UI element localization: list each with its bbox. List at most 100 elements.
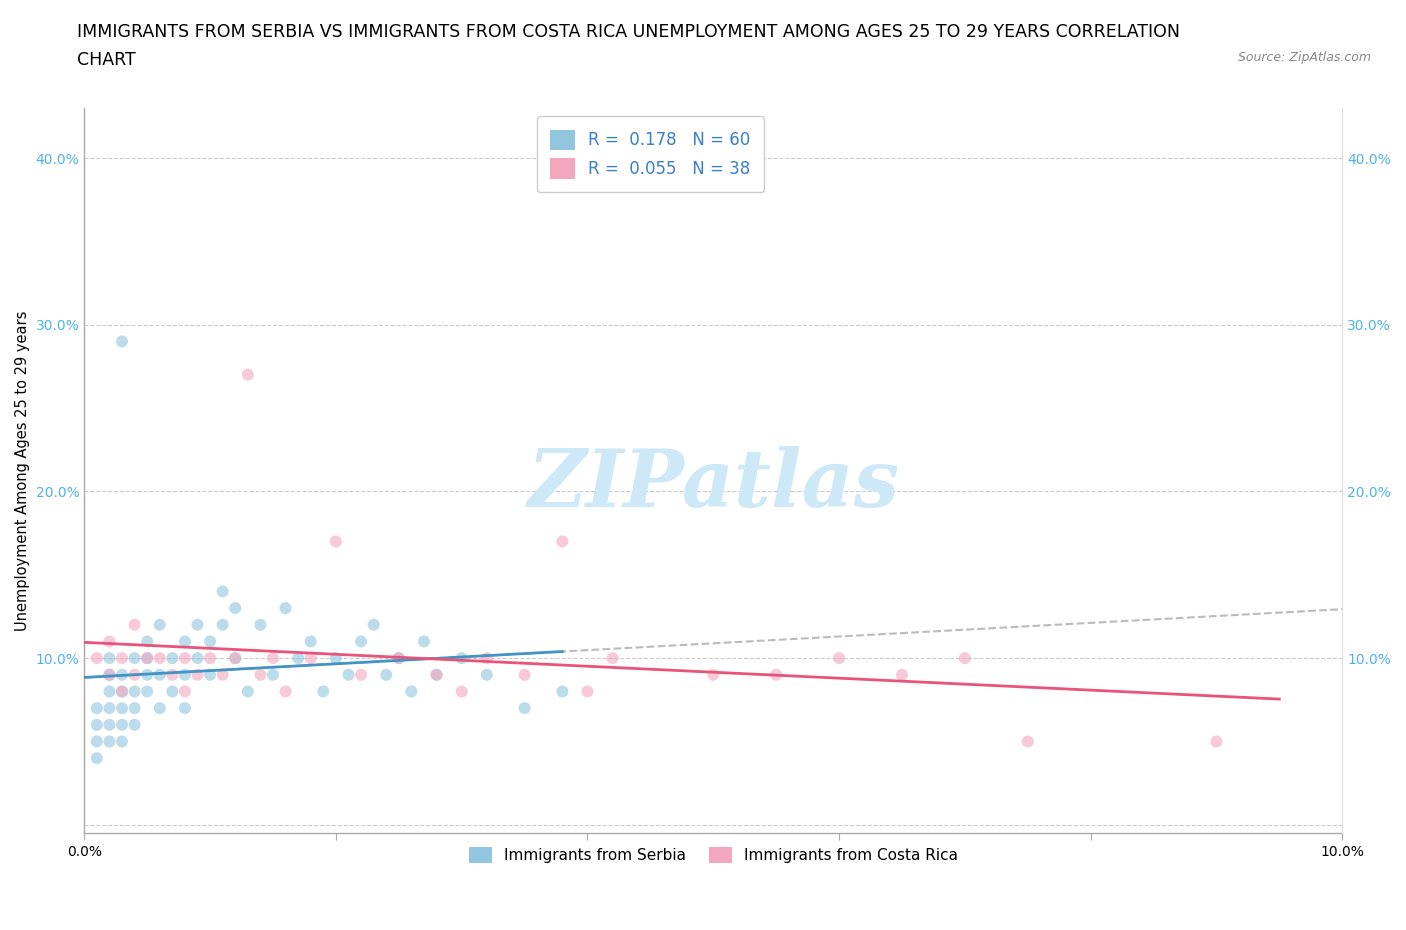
Point: [198, 668, 221, 683]
Point: [136, 634, 159, 649]
Point: [413, 634, 436, 649]
Point: [149, 700, 172, 715]
Point: [576, 684, 599, 699]
Point: [86, 700, 108, 715]
Legend: Immigrants from Serbia, Immigrants from Costa Rica: Immigrants from Serbia, Immigrants from …: [463, 841, 965, 869]
Point: [211, 618, 233, 632]
Point: [475, 651, 498, 666]
Text: CHART: CHART: [77, 51, 136, 69]
Point: [299, 651, 322, 666]
Point: [149, 668, 172, 683]
Point: [249, 618, 271, 632]
Point: [111, 651, 134, 666]
Point: [274, 601, 297, 616]
Point: [388, 651, 411, 666]
Point: [249, 668, 271, 683]
Point: [98, 684, 121, 699]
Point: [388, 651, 411, 666]
Point: [337, 668, 360, 683]
Point: [174, 634, 197, 649]
Point: [98, 651, 121, 666]
Point: [551, 684, 574, 699]
Point: [262, 668, 284, 683]
Point: [174, 668, 197, 683]
Y-axis label: Unemployment Among Ages 25 to 29 years: Unemployment Among Ages 25 to 29 years: [15, 311, 30, 631]
Point: [891, 668, 914, 683]
Point: [236, 367, 259, 382]
Point: [86, 717, 108, 732]
Point: [350, 634, 373, 649]
Point: [162, 668, 184, 683]
Point: [401, 684, 423, 699]
Point: [111, 334, 134, 349]
Point: [312, 684, 335, 699]
Point: [224, 651, 246, 666]
Point: [363, 618, 385, 632]
Point: [602, 651, 624, 666]
Point: [211, 584, 233, 599]
Point: [702, 668, 724, 683]
Point: [450, 684, 472, 699]
Point: [174, 684, 197, 699]
Point: [98, 634, 121, 649]
Point: [124, 651, 146, 666]
Point: [98, 668, 121, 683]
Point: [828, 651, 851, 666]
Point: [236, 684, 259, 699]
Point: [111, 734, 134, 749]
Point: [124, 700, 146, 715]
Point: [551, 534, 574, 549]
Point: [198, 651, 221, 666]
Point: [224, 651, 246, 666]
Point: [149, 618, 172, 632]
Point: [98, 717, 121, 732]
Point: [174, 700, 197, 715]
Point: [198, 634, 221, 649]
Point: [765, 668, 787, 683]
Point: [136, 651, 159, 666]
Point: [111, 668, 134, 683]
Point: [425, 668, 447, 683]
Point: [350, 668, 373, 683]
Point: [136, 651, 159, 666]
Point: [86, 751, 108, 765]
Point: [124, 668, 146, 683]
Point: [111, 700, 134, 715]
Point: [513, 700, 536, 715]
Point: [186, 668, 208, 683]
Point: [513, 668, 536, 683]
Point: [274, 684, 297, 699]
Point: [325, 534, 347, 549]
Point: [86, 651, 108, 666]
Point: [299, 634, 322, 649]
Point: [98, 734, 121, 749]
Point: [136, 684, 159, 699]
Point: [136, 668, 159, 683]
Point: [211, 668, 233, 683]
Point: [425, 668, 447, 683]
Point: [162, 651, 184, 666]
Point: [124, 618, 146, 632]
Point: [86, 734, 108, 749]
Text: Source: ZipAtlas.com: Source: ZipAtlas.com: [1237, 51, 1371, 64]
Point: [262, 651, 284, 666]
Point: [124, 684, 146, 699]
Point: [475, 668, 498, 683]
Point: [1017, 734, 1039, 749]
Point: [124, 717, 146, 732]
Text: ZIPatlas: ZIPatlas: [527, 446, 900, 524]
Point: [111, 684, 134, 699]
Point: [111, 684, 134, 699]
Point: [1205, 734, 1227, 749]
Point: [287, 651, 309, 666]
Point: [98, 668, 121, 683]
Point: [325, 651, 347, 666]
Point: [450, 651, 472, 666]
Point: [224, 601, 246, 616]
Point: [953, 651, 976, 666]
Point: [98, 700, 121, 715]
Point: [186, 618, 208, 632]
Point: [174, 651, 197, 666]
Point: [162, 684, 184, 699]
Point: [186, 651, 208, 666]
